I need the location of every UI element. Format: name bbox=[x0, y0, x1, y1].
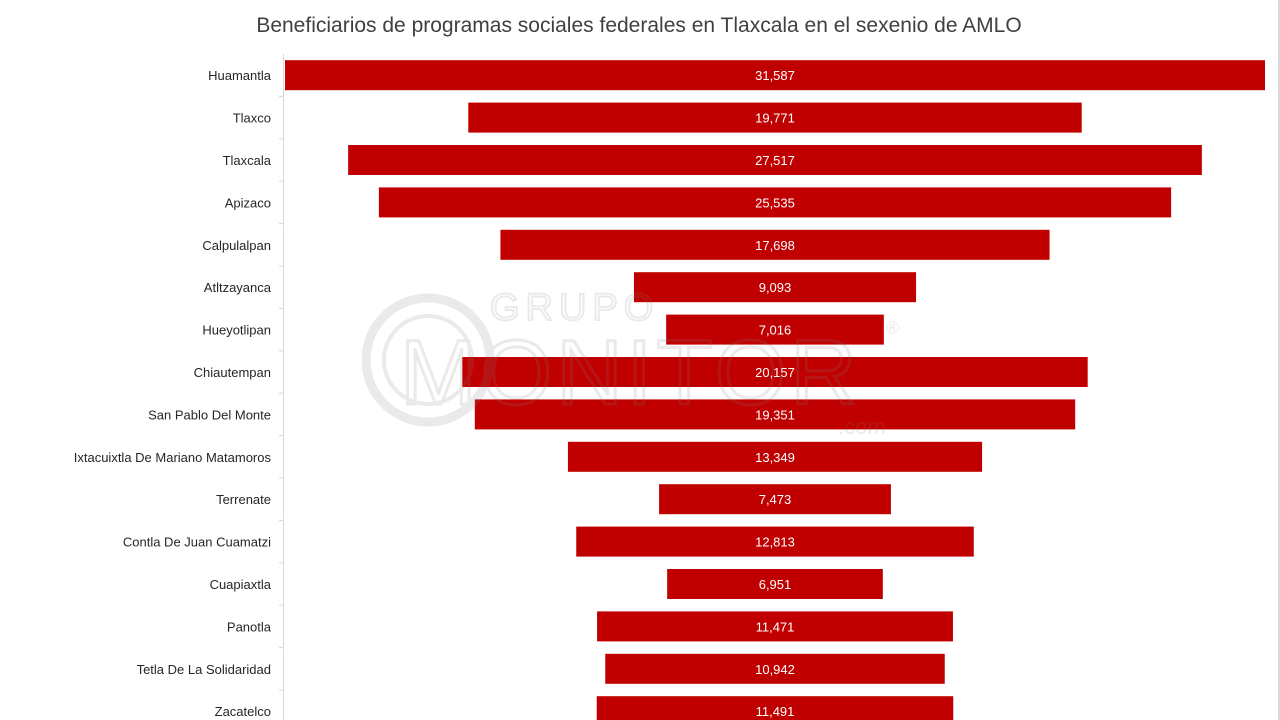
data-label-8: 19,351 bbox=[755, 407, 795, 422]
data-label-11: 12,813 bbox=[755, 535, 795, 550]
data-label-6: 7,016 bbox=[759, 323, 792, 338]
data-label-3: 25,535 bbox=[755, 195, 795, 210]
category-label-5: Atltzayanca bbox=[204, 280, 272, 295]
data-label-5: 9,093 bbox=[759, 280, 792, 295]
data-label-14: 10,942 bbox=[755, 662, 795, 677]
bar-0 bbox=[285, 60, 1265, 91]
watermark-ring-inner-icon bbox=[382, 314, 474, 406]
data-label-15: 11,491 bbox=[756, 704, 795, 719]
category-label-10: Terrenate bbox=[216, 492, 271, 507]
category-label-11: Contla De Juan Cuamatzi bbox=[123, 535, 271, 550]
data-label-0: 31,587 bbox=[755, 68, 795, 83]
bar-4 bbox=[500, 229, 1050, 260]
category-label-group: Huamantla Tlaxco Tlaxcala Apizaco Calpulalpa… bbox=[74, 68, 272, 719]
category-label-9: Ixtacuixtla De Mariano Matamoros bbox=[74, 450, 272, 465]
category-label-13: Panotla bbox=[227, 619, 272, 634]
category-label-7: Chiautempan bbox=[194, 365, 271, 380]
category-label-8: San Pablo Del Monte bbox=[148, 407, 271, 422]
chart-border bbox=[1278, 0, 1280, 720]
watermark-line2: MONITOR bbox=[400, 322, 861, 424]
bar-10 bbox=[659, 484, 891, 515]
data-label-13: 11,471 bbox=[756, 619, 795, 634]
data-label-7: 20,157 bbox=[755, 365, 795, 380]
category-label-12: Cuapiaxtla bbox=[210, 577, 272, 592]
bar-15 bbox=[596, 696, 954, 720]
watermark-line1: GRUPO bbox=[490, 287, 659, 329]
chart-title: Beneficiarios de programas sociales fede… bbox=[256, 14, 1022, 37]
data-label-9: 13,349 bbox=[755, 450, 795, 465]
bar-2 bbox=[348, 145, 1202, 175]
bar-11 bbox=[576, 526, 974, 557]
data-label-group: 31,587 19,771 27,517 25,535 17,698 9,093 7,016… bbox=[755, 68, 795, 719]
bar-6 bbox=[666, 314, 884, 345]
bar-5 bbox=[633, 272, 917, 303]
bar-7 bbox=[462, 357, 1088, 387]
bar-9 bbox=[567, 441, 983, 472]
data-label-12: 6,951 bbox=[759, 577, 792, 592]
category-label-3: Apizaco bbox=[225, 195, 271, 210]
bar-1 bbox=[468, 102, 1082, 133]
category-label-14: Tetla De La Solidaridad bbox=[137, 662, 271, 677]
data-label-2: 27,517 bbox=[755, 153, 795, 168]
category-label-0: Huamantla bbox=[208, 68, 272, 83]
bar-13 bbox=[597, 611, 953, 642]
category-label-4: Calpulalpan bbox=[202, 238, 271, 253]
category-label-15: Zacatelco bbox=[215, 704, 271, 719]
bar-8 bbox=[474, 399, 1076, 430]
category-label-6: Hueyotlipan bbox=[202, 323, 271, 338]
bar-12 bbox=[667, 569, 883, 599]
watermark-line3: .com bbox=[838, 414, 886, 439]
bar-14 bbox=[605, 653, 945, 684]
data-label-10: 7,473 bbox=[759, 492, 792, 507]
category-label-2: Tlaxcala bbox=[223, 153, 272, 168]
category-axis-ticks bbox=[279, 95, 284, 691]
data-label-4: 17,698 bbox=[755, 238, 795, 253]
watermark-registered-icon: ® bbox=[886, 318, 899, 338]
category-label-1: Tlaxco bbox=[233, 111, 271, 126]
watermark-ring-icon bbox=[361, 293, 495, 427]
bar-group bbox=[285, 60, 1265, 720]
watermark-logo: GRUPO MONITOR .com ® bbox=[361, 286, 899, 439]
data-label-1: 19,771 bbox=[755, 111, 795, 126]
bar-3 bbox=[378, 187, 1172, 218]
